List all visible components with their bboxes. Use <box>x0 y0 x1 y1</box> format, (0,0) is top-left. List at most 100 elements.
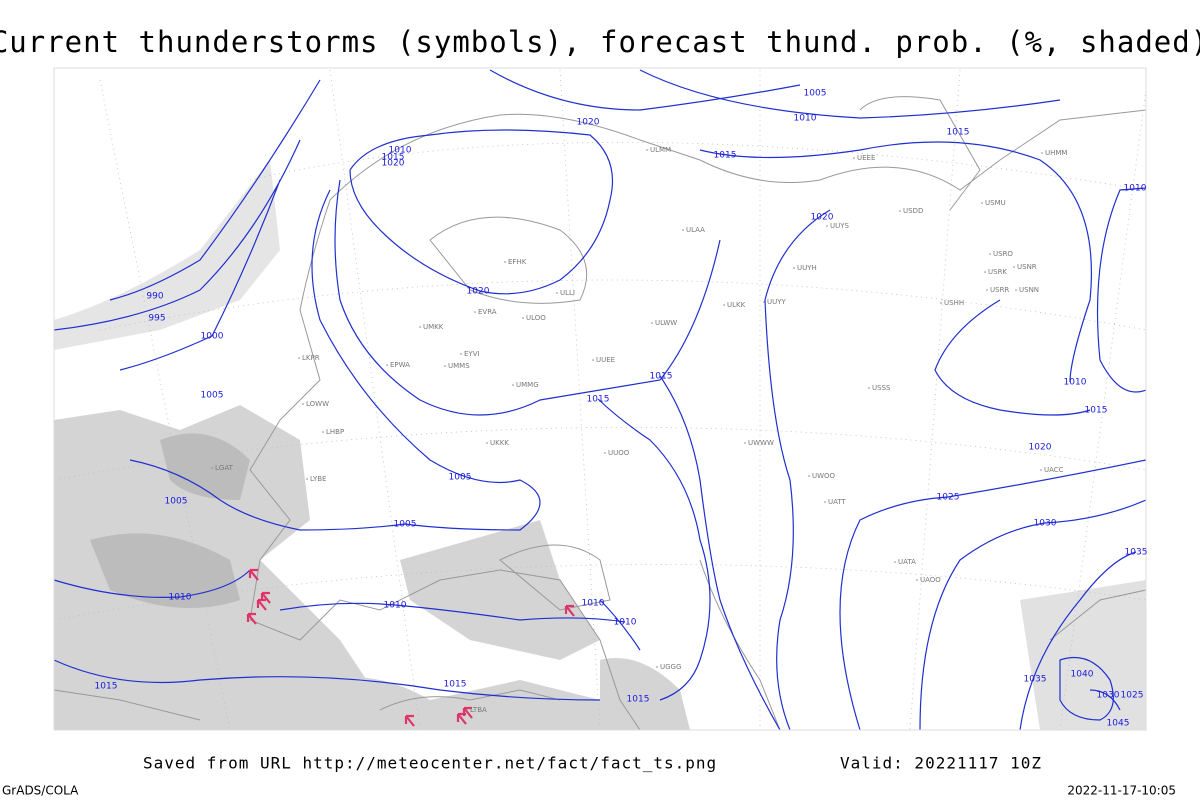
station-dot <box>1040 469 1042 471</box>
station-label: UGGG <box>660 663 681 671</box>
station-dot <box>322 431 324 433</box>
station-dot <box>763 301 765 303</box>
station-dot <box>651 322 653 324</box>
station-dot <box>853 157 855 159</box>
isobar-label: 1015 <box>947 128 970 138</box>
isobar-label: 1010 <box>794 114 817 124</box>
station-dot <box>1041 152 1043 154</box>
station-dot <box>989 253 991 255</box>
station-label: UATA <box>898 558 916 566</box>
isobar-label: 1015 <box>650 372 673 382</box>
station-label: USSS <box>872 384 891 392</box>
station-label: LYBE <box>310 475 326 483</box>
thunderstorm-symbols <box>246 568 575 727</box>
isobar-label: 1005 <box>165 497 188 507</box>
software: GrADS/COLA <box>2 784 79 798</box>
isobar-label: 995 <box>148 314 165 324</box>
station-dot <box>984 271 986 273</box>
station-label: USRR <box>990 286 1009 294</box>
station-dot <box>940 302 942 304</box>
station-label: USRO <box>993 250 1013 258</box>
isobars <box>53 69 1147 731</box>
station-label: UUOO <box>608 449 630 457</box>
station-label: UUYH <box>797 264 817 272</box>
station-dot <box>656 666 658 668</box>
isobar-label: 1010 <box>389 146 412 156</box>
isobar-label: 1015 <box>587 395 610 405</box>
isobar-label: 1020 <box>382 159 405 169</box>
station-dot <box>556 292 558 294</box>
station-dot <box>512 384 514 386</box>
station-label: USDD <box>903 207 923 215</box>
station-label: EVRA <box>478 308 497 316</box>
station-label: ULAA <box>686 226 705 234</box>
station-dot <box>486 442 488 444</box>
station-dot <box>826 225 828 227</box>
isobar-label: 1015 <box>1085 406 1108 416</box>
isobar-label: 1015 <box>95 682 118 692</box>
station-dot <box>466 709 468 711</box>
station-label: EFHK <box>508 258 527 266</box>
isobar-label: 1005 <box>201 391 224 401</box>
station-dot <box>1013 266 1015 268</box>
isobar-label: 1015 <box>627 695 650 705</box>
isobar-label: 1010 <box>169 593 192 603</box>
isobar-label: 1020 <box>1029 443 1052 453</box>
isobar-label: 1035 <box>1125 548 1148 558</box>
isobar-label: 1005 <box>804 89 827 99</box>
station-dot <box>444 365 446 367</box>
station-label: ULMM <box>650 146 671 154</box>
station-label: UWOO <box>812 472 836 480</box>
station-dot <box>306 478 308 480</box>
station-dot <box>474 311 476 313</box>
isobar-label: 1030 <box>1097 691 1120 701</box>
isobar-label: 1045 <box>1107 719 1130 729</box>
timestamp: 2022-11-17-10:05 <box>1067 784 1176 798</box>
station-dot <box>723 304 725 306</box>
probability-shading <box>54 160 1146 730</box>
isobar-label: 1025 <box>937 493 960 503</box>
station-label: UATT <box>828 498 847 506</box>
station-label: UUYY <box>767 298 787 306</box>
isobar-label: 1030 <box>1034 519 1057 529</box>
station-dot <box>592 359 594 361</box>
station-label: EYVI <box>464 350 480 358</box>
isobar-label: 1015 <box>382 153 405 163</box>
station-dot <box>646 149 648 151</box>
isobar-label: 1010 <box>1064 378 1087 388</box>
isobar-label: 1000 <box>201 332 224 342</box>
isobar-label: 1010 <box>614 618 637 628</box>
isobar-label: 1035 <box>1024 675 1047 685</box>
station-label: EPWA <box>390 361 410 369</box>
station-label: ULOO <box>526 314 546 322</box>
station-dot <box>986 289 988 291</box>
station-dot <box>916 579 918 581</box>
station-label: UAOO <box>920 576 941 584</box>
isobar-label: 1015 <box>444 680 467 690</box>
isobar-label: 1020 <box>467 287 490 297</box>
station-dot <box>744 442 746 444</box>
isobar-label: 1010 <box>582 599 605 609</box>
station-dot <box>808 475 810 477</box>
station-label: UMMG <box>516 381 539 389</box>
station-label: UMMS <box>448 362 470 370</box>
station-dot <box>1015 289 1017 291</box>
station-dot <box>211 467 213 469</box>
station-label: LTBA <box>470 706 487 714</box>
isobar-label: 1025 <box>1121 691 1144 701</box>
station-label: USNN <box>1019 286 1039 294</box>
station-label: LKPR <box>302 354 320 362</box>
isobar-label: 990 <box>146 292 163 302</box>
station-label: LOWW <box>306 400 329 408</box>
station-dot <box>604 452 606 454</box>
station-label: UUYS <box>830 222 850 230</box>
station-dot <box>899 210 901 212</box>
title: Current thunderstorms (symbols), forecas… <box>0 25 1200 59</box>
station-label: UUEE <box>596 356 615 364</box>
isobar-label: 1005 <box>394 520 417 530</box>
station-label: UHMM <box>1045 149 1067 157</box>
station-label: ULKK <box>727 301 746 309</box>
isobar-label: 1005 <box>449 473 472 483</box>
station-dot <box>894 561 896 563</box>
